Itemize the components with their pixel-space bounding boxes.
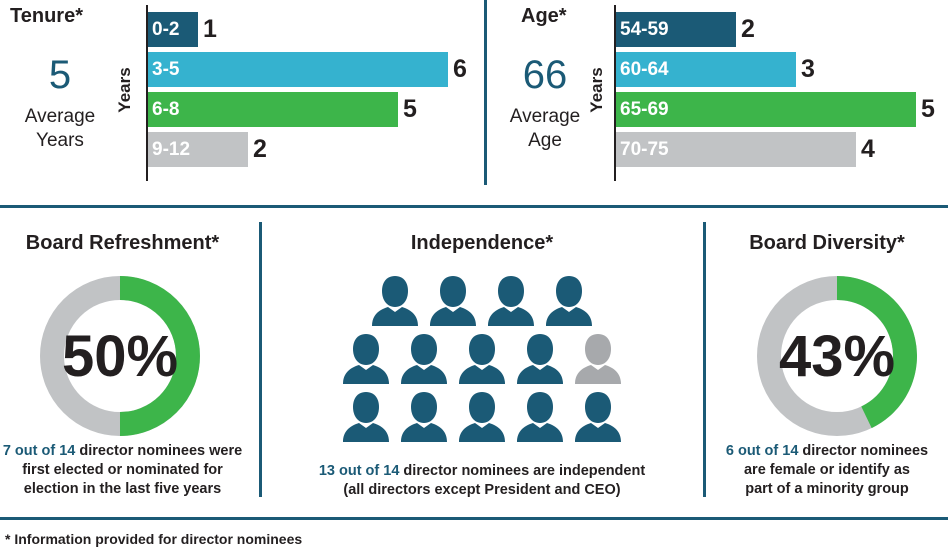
independent-person-icon bbox=[515, 332, 565, 384]
independent-person-icon bbox=[457, 332, 507, 384]
tenure-bar-value-0-2: 1 bbox=[203, 15, 217, 43]
tenure-average-label-1: Average bbox=[24, 106, 96, 127]
tenure-bar-value-3-5: 6 bbox=[453, 55, 467, 83]
tenure-axis-label: Years bbox=[115, 67, 134, 113]
age-bar-54-59 bbox=[616, 12, 736, 47]
age-average-value: 66 bbox=[522, 53, 568, 97]
tenure-bar-6-8 bbox=[148, 92, 398, 127]
independence-people-grid bbox=[262, 270, 702, 450]
non-independent-person-icon bbox=[573, 332, 623, 384]
independent-person-icon bbox=[341, 332, 391, 384]
independent-person-icon bbox=[370, 274, 420, 326]
tenure-bar-value-9-12: 2 bbox=[253, 135, 267, 163]
tenure-bar-label-6-8: 6-8 bbox=[152, 99, 180, 120]
diversity-donut-chart bbox=[757, 276, 917, 436]
age-bar-65-69 bbox=[616, 92, 916, 127]
refreshment-caption: 7 out of 14 director nominees were first… bbox=[0, 442, 245, 499]
age-bar-label-70-75: 70-75 bbox=[620, 139, 669, 160]
independent-person-icon bbox=[428, 274, 478, 326]
independent-person-icon bbox=[341, 390, 391, 442]
panel-divider-right bbox=[703, 222, 706, 497]
tenure-bar-value-6-8: 5 bbox=[403, 95, 417, 123]
independent-person-icon bbox=[544, 274, 594, 326]
footnote: * Information provided for director nomi… bbox=[5, 531, 303, 547]
age-bar-label-54-59: 54-59 bbox=[620, 19, 669, 40]
age-bar-value-65-69: 5 bbox=[921, 95, 935, 123]
age-bar-value-54-59: 2 bbox=[741, 15, 755, 43]
tenure-average-value: 5 bbox=[48, 53, 72, 97]
tenure-axis-line bbox=[146, 5, 148, 181]
panel-divider-left bbox=[259, 222, 262, 497]
refreshment-title: Board Refreshment* bbox=[25, 232, 220, 254]
age-average-label-2: Age bbox=[528, 130, 562, 151]
independent-person-icon bbox=[399, 390, 449, 442]
section-divider-bottom bbox=[0, 517, 948, 520]
age-bar-chart: 54-59 2 60-64 3 65-69 5 70-75 4 bbox=[616, 12, 946, 172]
top-section-divider bbox=[484, 0, 487, 185]
age-bar-70-75 bbox=[616, 132, 856, 167]
refreshment-donut-chart bbox=[40, 276, 200, 436]
age-title: Age* bbox=[521, 5, 567, 27]
age-bar-label-65-69: 65-69 bbox=[620, 99, 669, 120]
refreshment-caption-highlight: 7 out of 14 bbox=[2, 443, 76, 459]
diversity-caption-line2: are female or identify as bbox=[743, 462, 910, 478]
age-bar-60-64 bbox=[616, 52, 796, 87]
independent-person-icon bbox=[515, 390, 565, 442]
refreshment-percent: 50% bbox=[61, 324, 179, 389]
refreshment-caption-line1: director nominees were bbox=[75, 443, 243, 459]
tenure-bar-3-5 bbox=[148, 52, 448, 87]
tenure-bar-9-12 bbox=[148, 132, 248, 167]
independence-caption-line2: (all directors except President and CEO) bbox=[343, 482, 621, 498]
tenure-bar-0-2 bbox=[148, 12, 198, 47]
diversity-title: Board Diversity* bbox=[749, 232, 905, 254]
diversity-caption: 6 out of 14 director nominees are female… bbox=[706, 442, 948, 499]
independent-person-icon bbox=[486, 274, 536, 326]
independence-caption: 13 out of 14 director nominees are indep… bbox=[262, 462, 702, 500]
tenure-title: Tenure* bbox=[10, 5, 83, 27]
age-bar-value-60-64: 3 bbox=[801, 55, 815, 83]
refreshment-donut-segment bbox=[119, 276, 200, 436]
tenure-bar-chart: 0-2 1 3-5 6 6-8 5 9-12 2 bbox=[148, 12, 478, 172]
tenure-average-label-2: Years bbox=[36, 130, 84, 151]
diversity-percent: 43% bbox=[778, 324, 896, 389]
independent-person-icon bbox=[457, 390, 507, 442]
tenure-bar-label-0-2: 0-2 bbox=[152, 19, 180, 40]
refreshment-caption-line3: election in the last five years bbox=[23, 481, 222, 497]
independent-person-icon bbox=[573, 390, 623, 442]
age-axis-line bbox=[614, 5, 616, 181]
diversity-caption-line1: director nominees bbox=[798, 443, 929, 459]
diversity-caption-highlight: 6 out of 14 bbox=[725, 443, 799, 459]
tenure-bar-label-3-5: 3-5 bbox=[152, 59, 180, 80]
age-average-label-1: Average bbox=[509, 106, 581, 127]
independence-caption-highlight: 13 out of 14 bbox=[318, 463, 400, 479]
independent-person-icon bbox=[399, 332, 449, 384]
diversity-donut-segment bbox=[836, 276, 917, 429]
independence-caption-line1: director nominees are independent bbox=[399, 463, 646, 479]
independence-title: Independence* bbox=[410, 232, 554, 254]
section-divider-top bbox=[0, 205, 948, 208]
age-bar-label-60-64: 60-64 bbox=[620, 59, 669, 80]
age-axis-label: Years bbox=[587, 67, 606, 113]
age-bar-value-70-75: 4 bbox=[861, 135, 875, 163]
tenure-bar-label-9-12: 9-12 bbox=[152, 139, 191, 160]
refreshment-caption-line2: first elected or nominated for bbox=[22, 462, 223, 478]
diversity-caption-line3: part of a minority group bbox=[745, 481, 909, 497]
